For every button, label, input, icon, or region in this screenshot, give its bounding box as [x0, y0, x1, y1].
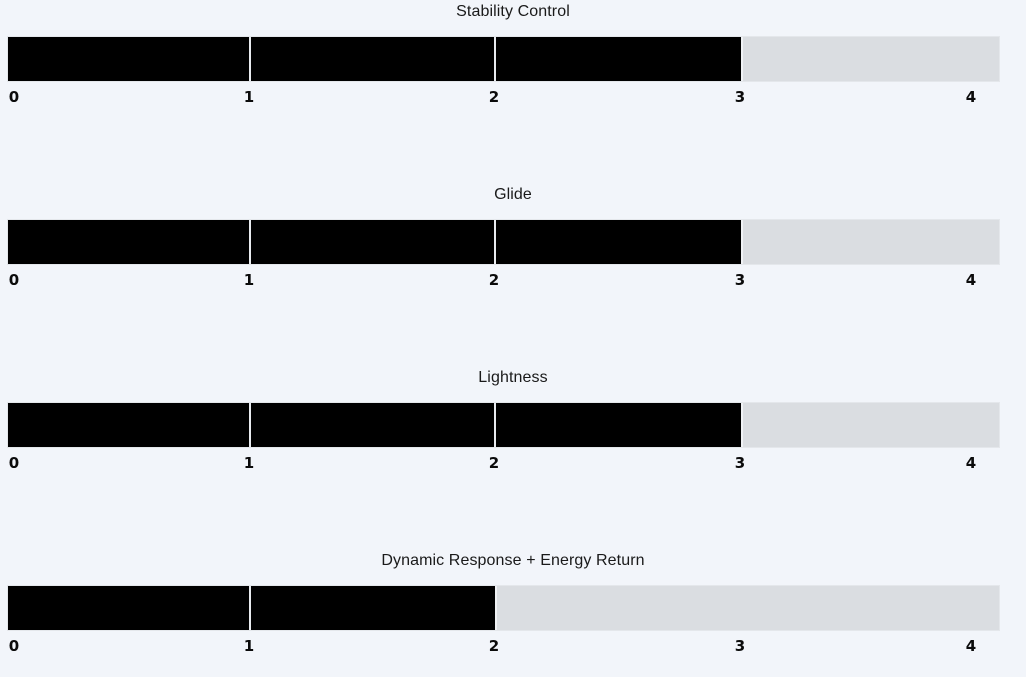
axis-tick-label: 1	[243, 454, 255, 472]
axis-tick-label: 3	[734, 637, 746, 655]
axis-tick-labels: 0 1 2 3 4	[0, 636, 1026, 656]
chart-title: Stability Control	[456, 3, 570, 20]
axis-tick-label: 3	[734, 88, 746, 106]
rating-fill-edge	[741, 403, 743, 447]
axis-tick-label: 1	[243, 88, 255, 106]
axis-tick-label: 1	[243, 271, 255, 289]
rating-bar-fill	[8, 403, 741, 447]
rating-segment-divider	[249, 220, 251, 264]
axis-tick-label: 3	[734, 454, 746, 472]
axis-tick-label: 3	[734, 271, 746, 289]
axis-tick-label: 0	[8, 454, 20, 472]
rating-bar[interactable]	[7, 36, 1000, 82]
axis-tick-label: 4	[965, 271, 977, 289]
rating-bar-track	[7, 36, 1000, 82]
rating-segment-divider	[494, 37, 496, 81]
chart-title: Lightness	[478, 369, 548, 386]
rating-bar-fill	[8, 37, 741, 81]
axis-tick-label: 4	[965, 88, 977, 106]
axis-tick-label: 2	[488, 454, 500, 472]
rating-segment-divider	[249, 586, 251, 630]
rating-bar-track	[7, 402, 1000, 448]
chart-title: Glide	[494, 186, 532, 203]
rating-bar-fill	[8, 220, 741, 264]
rating-bar-track	[7, 219, 1000, 265]
axis-tick-labels: 0 1 2 3 4	[0, 270, 1026, 290]
axis-tick-label: 2	[488, 637, 500, 655]
axis-tick-label: 4	[965, 454, 977, 472]
axis-tick-label: 1	[243, 637, 255, 655]
axis-tick-label: 0	[8, 637, 20, 655]
rating-bar[interactable]	[7, 402, 1000, 448]
rating-fill-edge	[495, 586, 497, 630]
rating-bar-fill	[8, 586, 495, 630]
axis-tick-label: 0	[8, 271, 20, 289]
axis-tick-labels: 0 1 2 3 4	[0, 453, 1026, 473]
axis-tick-label: 4	[965, 637, 977, 655]
rating-segment-divider	[494, 403, 496, 447]
rating-fill-edge	[741, 37, 743, 81]
rating-fill-edge	[741, 220, 743, 264]
axis-tick-labels: 0 1 2 3 4	[0, 87, 1026, 107]
axis-tick-label: 0	[8, 88, 20, 106]
rating-segment-divider	[249, 37, 251, 81]
rating-segment-divider	[249, 403, 251, 447]
rating-segment-divider	[494, 220, 496, 264]
axis-tick-label: 2	[488, 271, 500, 289]
rating-bar[interactable]	[7, 219, 1000, 265]
rating-bar[interactable]	[7, 585, 1000, 631]
rating-bar-track	[7, 585, 1000, 631]
chart-title: Dynamic Response + Energy Return	[381, 552, 645, 569]
axis-tick-label: 2	[488, 88, 500, 106]
